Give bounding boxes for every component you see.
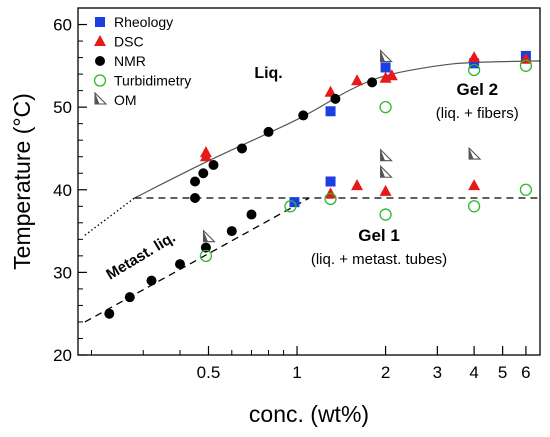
nmr-point [237,143,248,154]
nmr-point [146,275,157,286]
dsc-point [199,150,212,162]
dsc-point [468,179,481,191]
rheology-point [469,58,480,69]
legend-marker-turbidimetry [93,74,107,87]
y-tick-label: 50 [53,98,72,117]
om-marker-half-fill [95,93,100,104]
x-tick-label: 4 [469,363,478,382]
om-point [380,148,393,162]
dsc-point [324,85,337,97]
nmr-point [190,176,201,187]
nmr-point [226,226,237,237]
legend-label-rheology: Rheology [114,14,173,30]
turbidimetry-point [324,192,337,206]
annotation-gel1sub: (liq. + metast. tubes) [311,251,447,268]
annotation-liq: Liq. [254,65,282,82]
annotation-gel2sub: (liq. + fibers) [436,105,519,122]
turbidimetry-point [467,63,481,77]
rheology-point [325,106,336,117]
y-axis-label: Temperature (°C) [9,93,35,270]
nmr-point [263,126,274,137]
nmr-point [174,259,185,270]
rheology-point [325,176,336,187]
axes: 20 30 40 50 60 0.5 1 2 3 4 5 6 conc. (wt%) Temperatur… [9,7,541,427]
turbidimetry-point [519,183,533,196]
turbidimetry-point [199,249,213,263]
x-tick-label: 1 [292,363,301,382]
legend-label-om: OM [114,92,137,108]
legend-label-dsc: DSC [114,34,144,50]
om-point [202,229,216,243]
dsc-point [468,51,481,63]
x-tick-label: 6 [521,363,530,382]
x-tick-label: 0.5 [197,363,221,382]
om-marker-half-fill [380,50,386,62]
guide-line-dashed [84,197,310,323]
nmr-point [330,93,341,104]
data-markers [104,49,533,319]
dsc-point [351,74,364,86]
rheology-point [380,62,391,73]
x-tick-label: 2 [381,363,390,382]
turbidimetry-point [519,59,533,72]
nmr-point [298,110,309,121]
nmr-point [190,193,201,204]
x-axis-label: conc. (wt%) [249,401,369,427]
annotation-gel2: Gel 2 [456,80,498,99]
nmr-point [367,77,378,88]
turbidimetry-point [379,100,392,114]
legend: Rheology DSC NMR Turbidimetry OM [93,14,191,108]
dsc-point [351,179,364,191]
om-marker-half-fill [469,148,474,160]
legend-label-nmr: NMR [114,53,146,69]
x-tick-label: 5 [498,363,507,382]
nmr-point [208,159,219,170]
nmr-point [198,168,209,179]
om-point [468,146,482,160]
legend-marker-nmr [95,56,105,66]
om-marker-half-fill [380,149,386,161]
om-marker-half-fill [380,166,386,178]
y-tick-label: 40 [53,181,72,200]
turbidimetry-point [379,208,392,221]
turbidimetry-point [467,200,481,213]
y-tick-label: 60 [53,16,72,35]
plot-frame [77,7,541,356]
legend-marker-rheology [95,17,105,27]
nmr-point [246,209,257,220]
nmr-point [104,308,115,319]
y-tick-label: 30 [53,263,72,282]
annotation-gel1: Gel 1 [358,226,400,245]
y-tick-label: 20 [53,346,72,365]
om-marker-half-fill [203,230,208,242]
legend-marker-dsc [94,35,106,46]
dsc-point [379,184,392,196]
om-point [380,49,393,63]
x-tick-label: 3 [433,363,442,382]
legend-label-turbidimetry: Turbidimetry [114,73,191,89]
om-point [380,164,393,178]
legend-marker-om [94,91,108,105]
nmr-point [124,292,135,303]
turbidimetry-point [284,200,297,213]
dsc-point [385,69,398,81]
nmr-point [200,242,211,253]
